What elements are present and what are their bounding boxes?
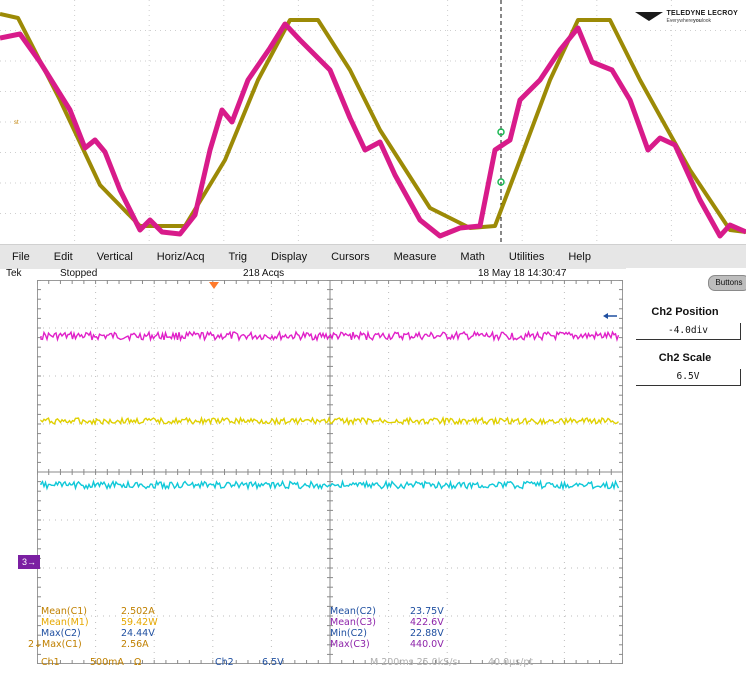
menu-edit[interactable]: Edit <box>53 251 73 263</box>
lecroy-tagline: Everywhereyoulook <box>666 18 712 24</box>
timebase-readout[interactable]: M 200ms 25.0kS/s <box>370 657 458 668</box>
cyan-trace <box>40 479 620 492</box>
menu-math[interactable]: Math <box>460 251 485 263</box>
measurement-label: Mean(C1) <box>41 606 87 617</box>
measurement-value: 440.0V <box>410 639 444 650</box>
tek-brand: Tek <box>6 268 22 279</box>
measurement-value: 59.42W <box>121 617 158 628</box>
cursor-marker <box>497 128 505 136</box>
menu-bar: File Edit Vertical Horiz/Acq Trig Displa… <box>0 244 746 269</box>
ch2-level-arrowhead <box>603 313 608 319</box>
measurement-label: Mean(C3) <box>330 617 376 628</box>
buttons-toggle-button[interactable]: Buttons <box>708 275 746 291</box>
menu-horiz-acq[interactable]: Horiz/Acq <box>156 251 205 263</box>
menu-trig[interactable]: Trig <box>228 251 248 263</box>
channel-readout: Ch1 500mA Ω Ch2 6.5V M 200ms 25.0kS/s 40… <box>0 656 746 673</box>
ch1-scale[interactable]: 500mA <box>90 657 124 668</box>
measurement-label: Max(C2) <box>41 628 81 639</box>
measurement-label: Max(C3) <box>330 639 370 650</box>
date-time: 18 May 18 14:30:47 <box>478 268 567 279</box>
ch2-scale-label: Ch2 Scale <box>658 352 712 364</box>
measurement-value: 22.88V <box>410 628 444 639</box>
trigger-level-marker: st <box>14 120 19 126</box>
yellow-trace <box>40 415 619 427</box>
menu-utilities[interactable]: Utilities <box>508 251 545 263</box>
ch2-scale-field[interactable]: 6.5V <box>636 369 741 386</box>
tek-waveform-display[interactable] <box>37 280 623 664</box>
ch2-position-field[interactable]: -4.0div <box>636 323 741 340</box>
measurement-label: 2↓Max(C1) <box>28 639 82 650</box>
lecroy-waveform-display: TELEDYNE LECROY Everywhereyoulook st <box>0 0 746 244</box>
status-bar: Tek Stopped 218 Acqs 18 May 18 14:30:47 <box>0 268 630 280</box>
menu-cursors[interactable]: Cursors <box>331 251 370 263</box>
measurement-value: 2.502A <box>121 606 155 617</box>
olive-waveform <box>0 12 746 234</box>
measurement-value: 2.56A <box>121 639 149 650</box>
measurement-label: Mean(C2) <box>330 606 376 617</box>
teledyne-lecroy-logo: TELEDYNE LECROY Everywhereyoulook <box>634 10 738 24</box>
side-control-panel: Buttons Ch2 Position -4.0div Ch2 Scale 6… <box>626 268 746 673</box>
magenta-trace <box>40 329 620 343</box>
acquisition-state: Stopped <box>60 268 98 279</box>
measurement-value: 422.6V <box>410 617 444 628</box>
lecroy-logo-icon <box>634 12 663 21</box>
menu-help[interactable]: Help <box>568 251 591 263</box>
ch2-position-label: Ch2 Position <box>651 306 719 318</box>
ch2-scale[interactable]: 6.5V <box>262 657 284 668</box>
measurement-label: Min(C2) <box>330 628 367 639</box>
acquisition-count: 218 Acqs <box>243 268 285 279</box>
measurement-value: 24.44V <box>121 628 155 639</box>
magenta-waveform <box>0 21 746 239</box>
menu-display[interactable]: Display <box>271 251 308 263</box>
ref-3-marker[interactable]: 3→ <box>18 555 40 569</box>
tek-waveform-svg <box>37 280 623 664</box>
trigger-position-marker <box>209 282 219 289</box>
measurement-value: 23.75V <box>410 606 444 617</box>
lecroy-brand: TELEDYNE LECROY <box>666 10 738 17</box>
ch1-label[interactable]: Ch1 <box>41 657 60 668</box>
menu-file[interactable]: File <box>12 251 30 263</box>
menu-vertical[interactable]: Vertical <box>96 251 133 263</box>
cursor-marker <box>497 178 505 186</box>
lecroy-waveform-svg <box>0 0 746 244</box>
menu-measure[interactable]: Measure <box>393 251 437 263</box>
measurement-label: Mean(M1) <box>41 617 89 628</box>
ch2-label[interactable]: Ch2 <box>215 657 234 668</box>
ch1-termination: Ω <box>134 657 142 668</box>
resolution-readout: 40.0μs/pt <box>488 657 534 668</box>
